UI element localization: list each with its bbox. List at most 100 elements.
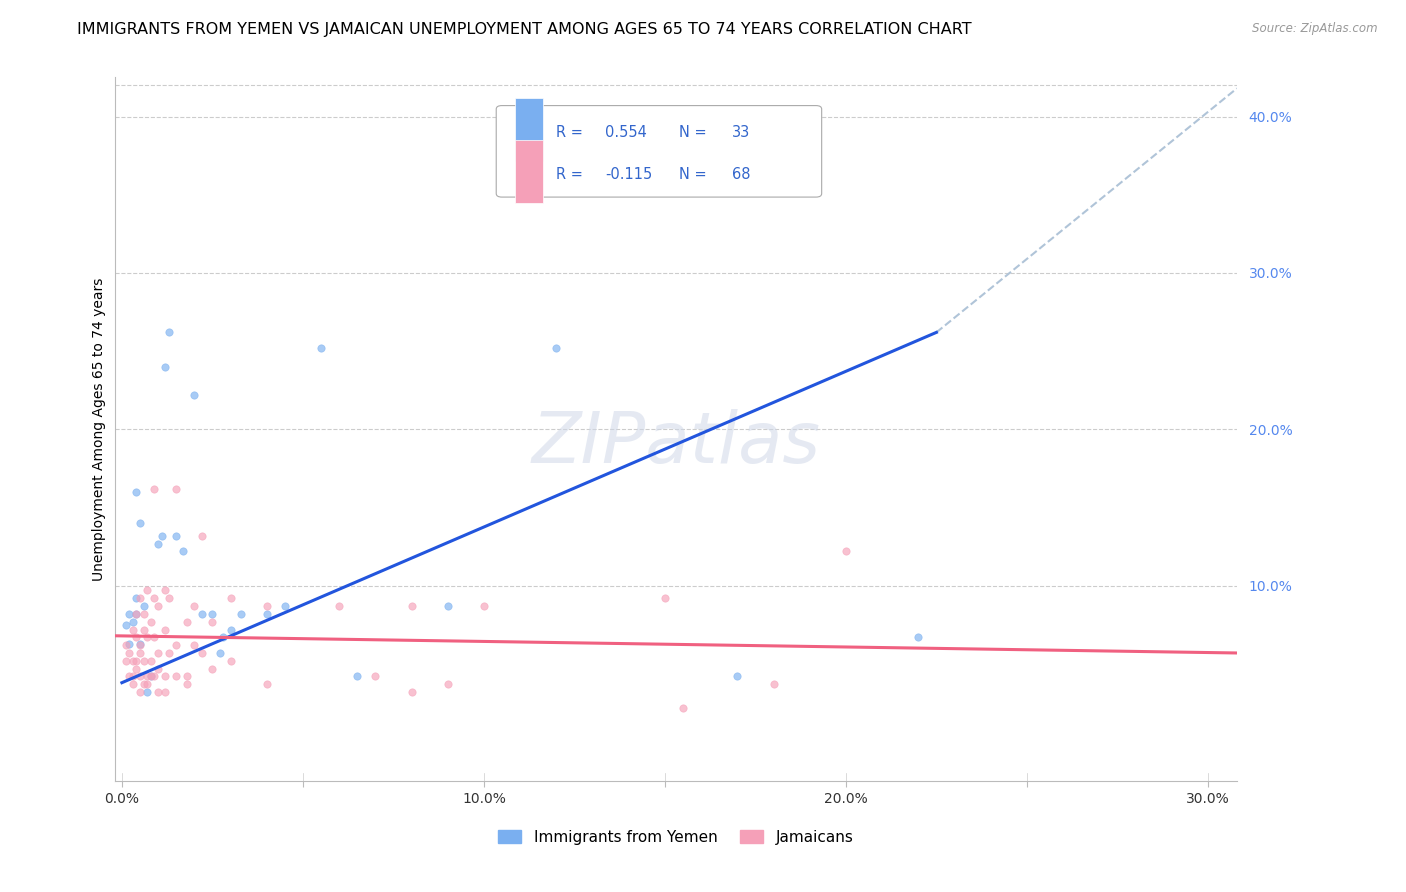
Point [136, 677, 159, 691]
Point [136, 583, 159, 598]
Point [165, 482, 187, 496]
Point [155, 583, 177, 598]
Point [114, 654, 136, 668]
Point [176, 677, 198, 691]
Point [146, 536, 169, 550]
Point [146, 599, 169, 613]
Point [157, 591, 180, 606]
Point [118, 669, 141, 683]
Point [136, 685, 159, 699]
Point [309, 341, 332, 355]
Point [835, 544, 858, 558]
Text: ZIPatlas: ZIPatlas [531, 409, 820, 478]
Point [125, 662, 148, 676]
Point [201, 662, 224, 676]
Point [155, 623, 177, 637]
Point [165, 669, 187, 683]
Point [155, 669, 177, 683]
Point [256, 677, 278, 691]
Point [132, 654, 155, 668]
FancyBboxPatch shape [516, 98, 543, 161]
Point [472, 599, 495, 613]
Point [129, 646, 152, 660]
Point [190, 607, 212, 621]
Point [129, 638, 152, 652]
Point [139, 654, 162, 668]
Point [121, 615, 143, 629]
Point [256, 607, 278, 621]
Text: N =: N = [679, 125, 711, 140]
Text: R =: R = [555, 125, 588, 140]
Point [129, 637, 152, 651]
Text: 68: 68 [733, 168, 751, 183]
Point [129, 669, 152, 683]
Point [155, 685, 177, 699]
FancyBboxPatch shape [496, 105, 821, 197]
Legend: Immigrants from Yemen, Jamaicans: Immigrants from Yemen, Jamaicans [492, 823, 859, 851]
Point [121, 654, 143, 668]
Point [672, 700, 695, 714]
Point [907, 631, 929, 645]
Point [328, 599, 350, 613]
Point [146, 646, 169, 660]
Point [136, 669, 159, 683]
Point [172, 544, 194, 558]
Point [183, 599, 205, 613]
Point [118, 646, 141, 660]
Point [129, 591, 152, 606]
Point [219, 623, 242, 637]
Point [139, 669, 162, 683]
Point [725, 669, 748, 683]
Point [118, 607, 141, 621]
Point [219, 591, 242, 606]
Point [118, 637, 141, 651]
Point [201, 615, 224, 629]
Point [132, 599, 155, 613]
Point [155, 359, 177, 374]
Text: -0.115: -0.115 [605, 168, 652, 183]
Point [401, 599, 423, 613]
Point [121, 677, 143, 691]
Point [143, 631, 166, 645]
Point [231, 607, 253, 621]
Point [139, 669, 162, 683]
Point [157, 326, 180, 340]
Point [121, 669, 143, 683]
Point [183, 638, 205, 652]
Point [129, 685, 152, 699]
Text: IMMIGRANTS FROM YEMEN VS JAMAICAN UNEMPLOYMENT AMONG AGES 65 TO 74 YEARS CORRELA: IMMIGRANTS FROM YEMEN VS JAMAICAN UNEMPL… [77, 22, 972, 37]
Text: N =: N = [679, 168, 711, 183]
Point [143, 482, 166, 496]
FancyBboxPatch shape [516, 140, 543, 203]
Text: 0.554: 0.554 [605, 125, 647, 140]
Point [125, 607, 148, 621]
Point [146, 662, 169, 676]
Text: Source: ZipAtlas.com: Source: ZipAtlas.com [1253, 22, 1378, 36]
Point [139, 615, 162, 629]
Point [114, 617, 136, 632]
Point [176, 615, 198, 629]
Point [190, 646, 212, 660]
Point [132, 607, 155, 621]
Point [201, 607, 224, 621]
Point [129, 516, 152, 531]
Point [125, 654, 148, 668]
Point [125, 631, 148, 645]
Point [208, 646, 231, 660]
Point [401, 685, 423, 699]
Point [157, 646, 180, 660]
Point [165, 529, 187, 543]
Point [190, 529, 212, 543]
Point [256, 599, 278, 613]
Point [654, 591, 676, 606]
Text: 33: 33 [733, 125, 751, 140]
Point [132, 623, 155, 637]
Point [546, 341, 568, 355]
Y-axis label: Unemployment Among Ages 65 to 74 years: Unemployment Among Ages 65 to 74 years [93, 277, 107, 581]
Point [114, 638, 136, 652]
Point [762, 677, 785, 691]
Point [212, 631, 235, 645]
Point [125, 484, 148, 499]
Point [346, 669, 368, 683]
Point [136, 631, 159, 645]
